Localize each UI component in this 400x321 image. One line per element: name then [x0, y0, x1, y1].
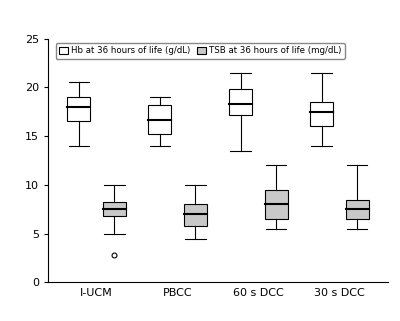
Bar — [68, 97, 90, 121]
Bar — [265, 190, 288, 219]
Bar — [184, 204, 207, 226]
Legend: Hb at 36 hours of life (g/dL), TSB at 36 hours of life (mg/dL): Hb at 36 hours of life (g/dL), TSB at 36… — [56, 43, 345, 59]
Bar — [229, 89, 252, 115]
Bar — [346, 200, 368, 219]
Bar — [148, 105, 171, 134]
Bar — [310, 102, 333, 126]
Bar — [103, 203, 126, 216]
